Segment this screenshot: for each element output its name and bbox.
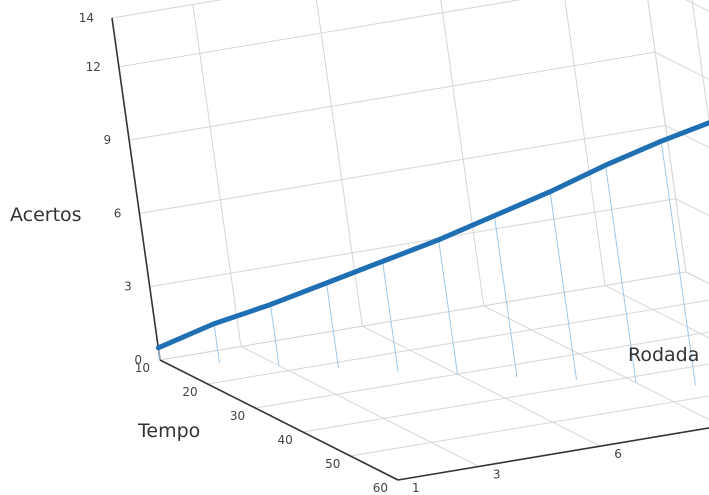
drop-line (605, 165, 637, 383)
side-wall-gridline (111, 0, 223, 19)
z-axis-title: Acertos (10, 204, 82, 226)
floor-gridline (255, 331, 709, 409)
z-tick-label: 6 (114, 206, 122, 220)
drop-line (269, 304, 280, 366)
drop-line (660, 141, 697, 386)
side-wall-gridline (192, 4, 242, 347)
side-wall (111, 0, 687, 361)
floor-gridline (604, 285, 709, 339)
axis-lines (111, 17, 709, 481)
z-axis-line (111, 17, 161, 361)
y-tick-labels: 13691214 (412, 447, 622, 495)
x-axis-title: Tempo (137, 420, 200, 442)
side-wall-gridline (149, 198, 676, 288)
y-tick-label: 1 (412, 481, 420, 495)
floor-gridline (207, 299, 709, 385)
floor-gridline (159, 271, 687, 361)
drop-lines (157, 141, 697, 386)
floor-gridline (362, 325, 601, 447)
x-tick-label: 10 (135, 361, 150, 375)
back-wall (647, 0, 709, 285)
floor-gridline (240, 346, 480, 467)
side-wall-gridline (647, 0, 687, 273)
y-axis-line (397, 427, 709, 481)
y-tick-label: 6 (614, 447, 622, 461)
side-wall-gridline (118, 0, 522, 68)
y-tick-label: 3 (493, 467, 501, 481)
drop-line (493, 215, 518, 378)
x-tick-label: 20 (182, 385, 197, 399)
side-wall-gridline (139, 124, 666, 214)
z-tick-label: 12 (86, 60, 101, 74)
x-tick-label: 60 (373, 481, 388, 495)
x-axis-line (159, 359, 399, 481)
z-tick-label: 0 (134, 353, 142, 367)
z-tick-label: 9 (104, 133, 112, 147)
series-line (155, 120, 709, 351)
side-wall-gridline (129, 51, 656, 141)
back-wall-gridline (654, 51, 709, 80)
x-tick-label: 30 (230, 409, 245, 423)
z-tick-label: 3 (124, 280, 132, 294)
floor-gridline (302, 363, 709, 433)
z-tick-label: 14 (79, 11, 94, 25)
side-wall-gridline (316, 0, 363, 327)
x-tick-labels: 10 20 30 40 50 60 (135, 361, 388, 495)
floor-grid (159, 271, 709, 481)
floor-gridline (350, 395, 709, 457)
drop-line (382, 261, 399, 372)
back-wall-gridline (691, 0, 709, 125)
series-polyline (155, 120, 709, 351)
z-tick-labels: 0 3 6 9 12 14 (79, 11, 142, 367)
back-wall-gridline (665, 124, 709, 148)
drop-line (438, 239, 459, 375)
drop-line (326, 282, 339, 369)
x-tick-label: 50 (325, 457, 340, 471)
side-wall-gridline (564, 0, 606, 286)
floor-gridline (483, 305, 709, 421)
x-tick-label: 40 (278, 433, 293, 447)
drop-line (213, 323, 220, 363)
drop-line (549, 191, 578, 380)
side-wall-gridline (440, 0, 485, 306)
y-axis-title: Rodada (628, 344, 699, 366)
